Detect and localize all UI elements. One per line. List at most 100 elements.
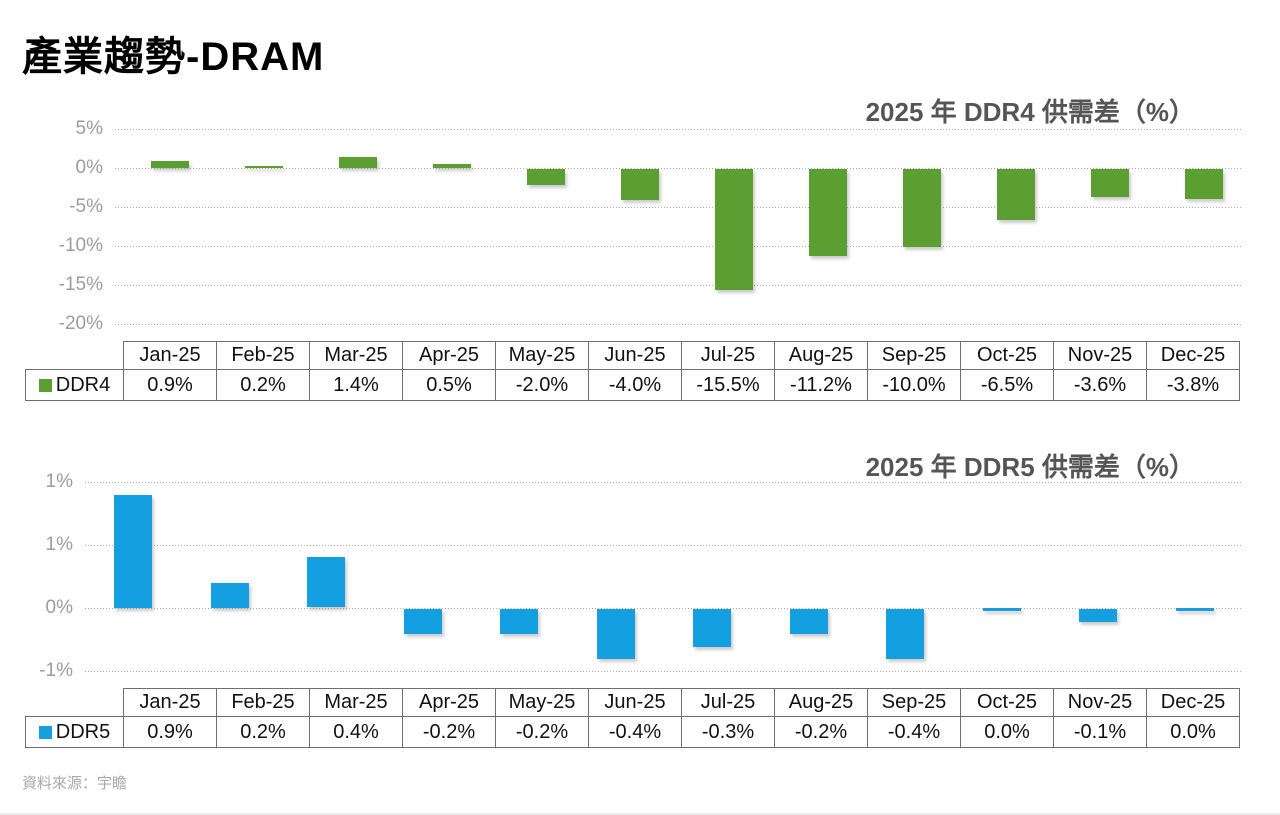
ddr4-bar-jan-25 [151, 161, 189, 168]
month-header-cell: May-25 [495, 688, 589, 717]
gridline [85, 545, 1243, 546]
ddr5-bar-jul-25 [693, 609, 731, 647]
ddr5-bar-feb-25 [211, 583, 249, 608]
ddr4-bar-sep-25 [903, 169, 941, 247]
month-header-cell: Mar-25 [309, 688, 403, 717]
ddr5-bar-jan-25 [114, 495, 152, 608]
gridline [115, 285, 1243, 286]
value-cell: -0.1% [1053, 716, 1147, 748]
month-header-cell: Feb-25 [216, 688, 310, 717]
month-header-cell: Dec-25 [1146, 688, 1240, 717]
table-value-row: DDR5 0.9% 0.2% 0.4% -0.2% -0.2% -0.4% -0.3% -0.2… [25, 716, 1240, 748]
ddr5-data-table: Jan-25 Feb-25 Mar-25 Apr-25 May-25 Jun-25 Jul-… [25, 688, 1240, 748]
value-cell: 0.9% [123, 369, 217, 401]
value-cell: -10.0% [867, 369, 961, 401]
legend-swatch-icon [38, 725, 52, 739]
ddr4-bar-may-25 [527, 169, 565, 185]
value-cell: -11.2% [774, 369, 868, 401]
ddr5-chart-title: 2025 年 DDR5 供需差（%） [865, 452, 1195, 482]
value-cell: -15.5% [681, 369, 775, 401]
ddr4-bar-jun-25 [621, 169, 659, 200]
y-axis-tick-label: -1% [39, 660, 73, 681]
ddr5-bar-oct-25 [983, 608, 1021, 611]
table-header-row: Jan-25 Feb-25 Mar-25 Apr-25 May-25 Jun-25 Jul-… [25, 341, 1240, 370]
month-header-cell: Oct-25 [960, 341, 1054, 370]
table-header-row: Jan-25 Feb-25 Mar-25 Apr-25 May-25 Jun-25 Jul-… [25, 688, 1240, 717]
ddr5-bar-may-25 [500, 609, 538, 634]
value-cell: -4.0% [588, 369, 682, 401]
value-cell: -3.6% [1053, 369, 1147, 401]
value-cell: -0.2% [495, 716, 589, 748]
y-axis-tick-label: 0% [75, 157, 103, 178]
ddr4-bar-nov-25 [1091, 169, 1129, 197]
ddr4-bar-feb-25 [245, 166, 283, 168]
y-axis-tick-label: -10% [58, 235, 103, 256]
ddr5-bar-mar-25 [307, 557, 345, 607]
ddr4-bar-mar-25 [339, 157, 377, 168]
ddr4-bar-apr-25 [433, 164, 471, 168]
ddr5-bar-dec-25 [1176, 608, 1214, 611]
gridline [115, 129, 1243, 130]
gridline [115, 207, 1243, 208]
ddr5-bar-apr-25 [404, 609, 442, 634]
value-cell: 0.2% [216, 369, 310, 401]
value-cell: -0.2% [774, 716, 868, 748]
month-header-cell: Feb-25 [216, 341, 310, 370]
y-axis-tick-label: 5% [75, 118, 103, 139]
month-header-cell: Apr-25 [402, 341, 496, 370]
value-cell: 0.5% [402, 369, 496, 401]
value-cell: 0.2% [216, 716, 310, 748]
ddr4-bar-aug-25 [809, 169, 847, 256]
gridline [115, 168, 1243, 169]
ddr5-plot-area: 1% 1% 0% -1% [39, 471, 1243, 682]
month-header-cell: Jan-25 [123, 688, 217, 717]
series-name: DDR4 [55, 373, 111, 396]
gridline [85, 608, 1243, 609]
value-cell: 0.9% [123, 716, 217, 748]
value-cell: -0.2% [402, 716, 496, 748]
ddr4-plot-area: 5% 0% -5% -10% -15% -20% [59, 118, 1243, 334]
table-value-row: DDR4 0.9% 0.2% 1.4% 0.5% -2.0% -4.0% -15.5% -11.… [25, 369, 1240, 401]
value-cell: -2.0% [495, 369, 589, 401]
month-header-cell: Aug-25 [774, 688, 868, 717]
month-header-cell: Jan-25 [123, 341, 217, 370]
y-axis-tick-label: -5% [69, 196, 103, 217]
month-header-cell: Jun-25 [588, 341, 682, 370]
value-cell: -0.4% [867, 716, 961, 748]
value-cell: -3.8% [1146, 369, 1240, 401]
ddr4-data-table: Jan-25 Feb-25 Mar-25 Apr-25 May-25 Jun-25 Jul-… [25, 341, 1240, 401]
page-title: 產業趨勢-DRAM [22, 35, 325, 79]
y-axis-tick-label: -20% [58, 313, 103, 334]
value-cell: 1.4% [309, 369, 403, 401]
month-header-cell: Oct-25 [960, 688, 1054, 717]
series-name: DDR5 [55, 720, 111, 743]
legend-swatch-icon [38, 378, 52, 392]
y-axis-tick-label: 1% [45, 534, 73, 555]
gridline [85, 671, 1243, 672]
month-header-cell: Dec-25 [1146, 341, 1240, 370]
ddr4-bar-dec-25 [1185, 169, 1223, 199]
value-cell: -0.4% [588, 716, 682, 748]
value-cell: -6.5% [960, 369, 1054, 401]
gridline [85, 482, 1243, 483]
month-header-cell: Nov-25 [1053, 688, 1147, 717]
ddr4-bar-oct-25 [997, 169, 1035, 220]
value-cell: 0.4% [309, 716, 403, 748]
table-corner-cell [25, 688, 124, 717]
month-header-cell: Aug-25 [774, 341, 868, 370]
month-header-cell: Jun-25 [588, 688, 682, 717]
month-header-cell: Apr-25 [402, 688, 496, 717]
gridline [115, 324, 1243, 325]
value-cell: -0.3% [681, 716, 775, 748]
gridline [115, 246, 1243, 247]
y-axis-tick-label: 0% [45, 597, 73, 618]
ddr4-bar-jul-25 [715, 169, 753, 290]
month-header-cell: Mar-25 [309, 341, 403, 370]
ddr5-bar-aug-25 [790, 609, 828, 634]
y-axis-tick-label: -15% [58, 274, 103, 295]
ddr4-chart-title: 2025 年 DDR4 供需差（%） [865, 97, 1195, 127]
ddr5-bar-sep-25 [886, 609, 924, 659]
ddr5-bar-jun-25 [597, 609, 635, 659]
series-label-cell: DDR4 [25, 369, 124, 401]
table-corner-cell [25, 341, 124, 370]
